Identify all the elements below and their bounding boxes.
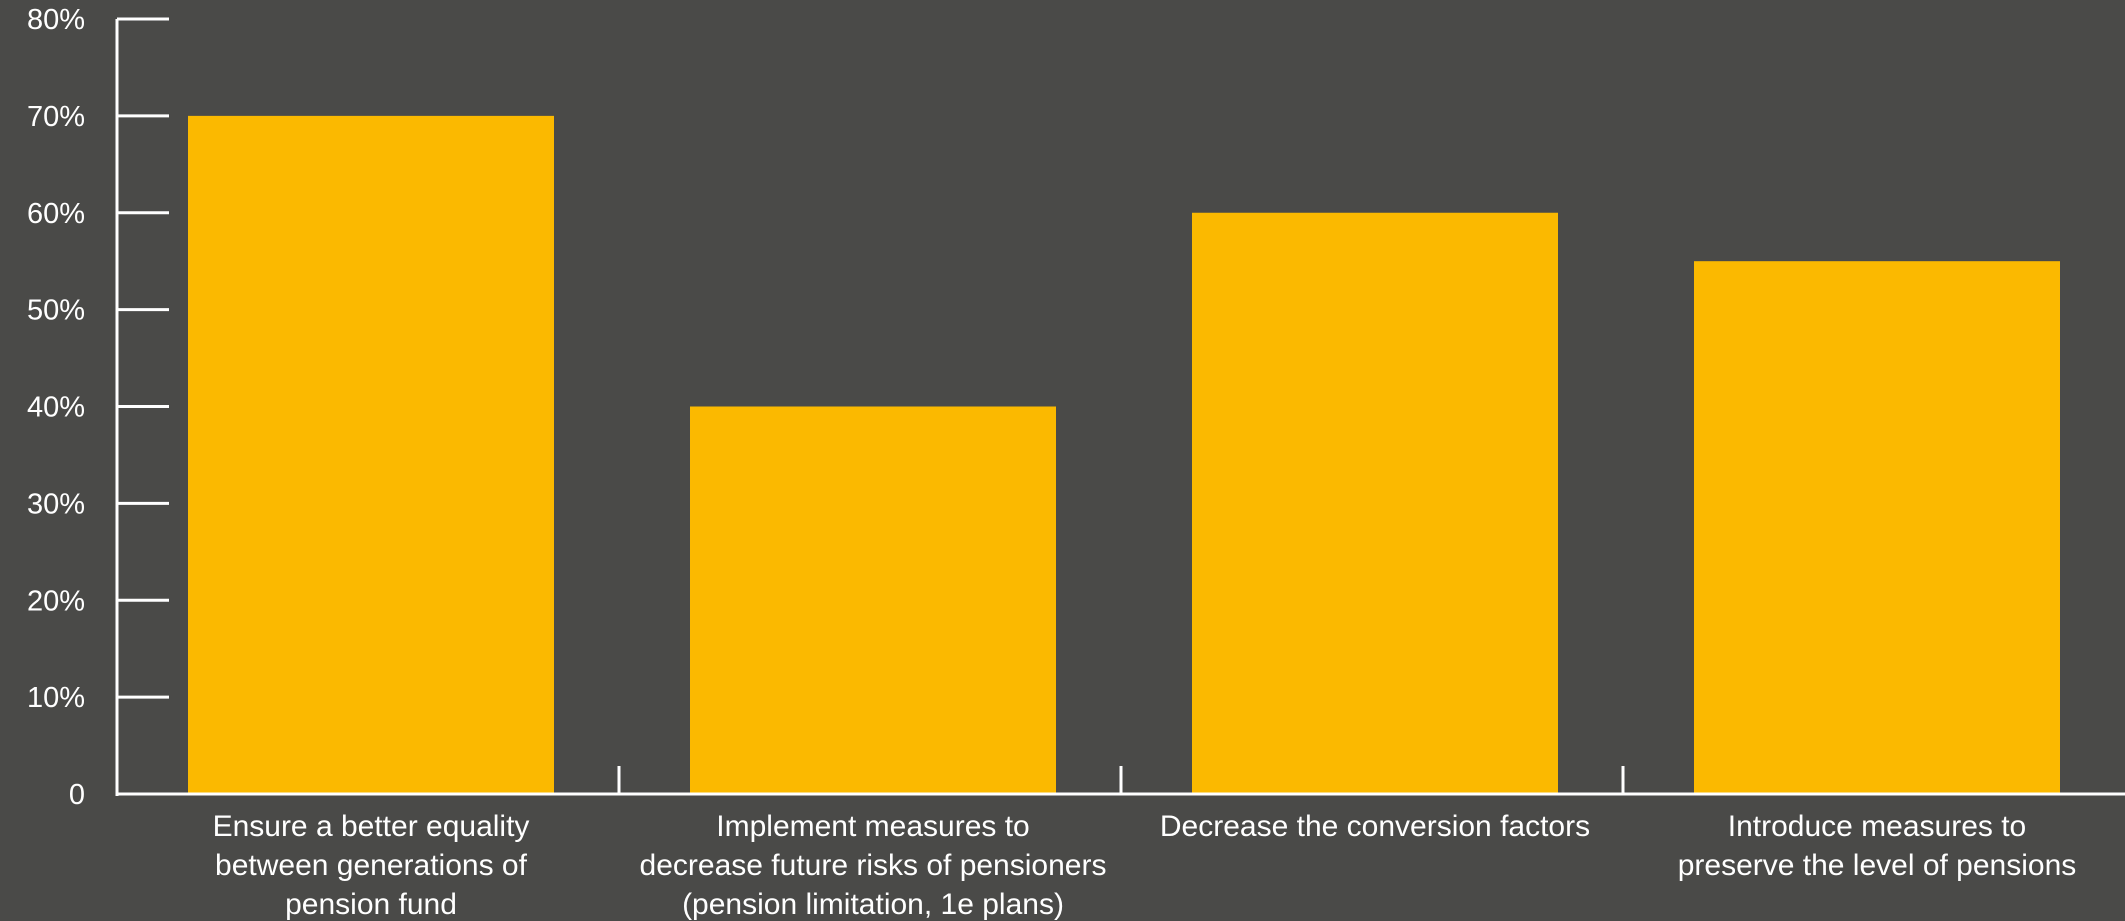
y-tick-layer: 0 10% 20% 30% 40% 50% 60% 70% 80% xyxy=(27,4,169,811)
bar-3 xyxy=(1192,212,1558,794)
category-label-1: Ensure a better equality between generati… xyxy=(213,810,530,921)
y-tick-label-7: 70% xyxy=(27,101,85,133)
category-label-4: Introduce measures to preserve the level … xyxy=(1678,810,2077,882)
y-tick-label-3: 30% xyxy=(27,488,85,520)
y-tick-label-5: 50% xyxy=(27,295,85,327)
x-label-layer: Ensure a better equality between generati… xyxy=(213,810,2077,921)
y-tick-label-8: 80% xyxy=(27,4,85,36)
category-label-3: Decrease the conversion factors xyxy=(1160,810,1590,843)
bar-1 xyxy=(188,115,554,794)
y-tick-label-2: 20% xyxy=(27,585,85,617)
y-tick-label-6: 60% xyxy=(27,198,85,230)
y-tick-label-0: 0 xyxy=(69,779,85,811)
y-tick-label-4: 40% xyxy=(27,392,85,424)
category-label-2: Implement measures to decrease future ris… xyxy=(640,810,1107,921)
bar-4 xyxy=(1694,261,2060,794)
y-tick-label-1: 10% xyxy=(27,682,85,714)
bar-2 xyxy=(690,406,1056,794)
bars-layer xyxy=(188,115,2060,794)
